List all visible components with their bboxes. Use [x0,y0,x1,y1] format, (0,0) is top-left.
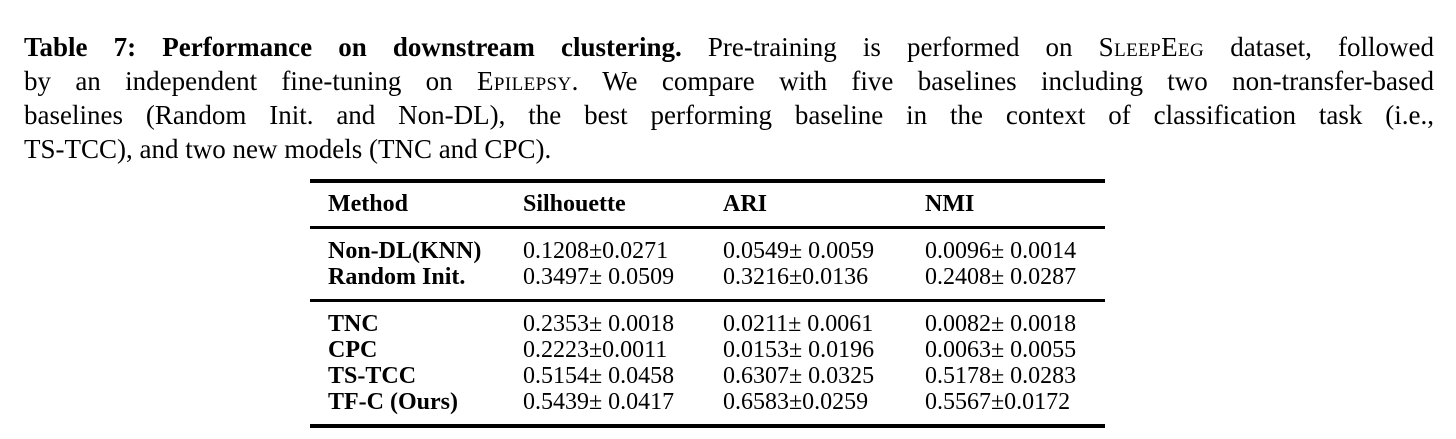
caption-line-4: TS-TCC), and two new models (TNC and CPC… [24,132,1434,166]
method-cell: TNC [328,311,379,337]
silhouette-cell: 0.3497± 0.0509 [523,264,675,290]
caption-line-2: by an independent fine-tuning on Epileps… [24,64,1434,98]
table-row-tnc: TNC 0.2353± 0.0018 0.0211± 0.0061 0.0082… [310,311,1105,337]
caption-text: TS-TCC), and two new models (TNC and CPC… [24,134,552,164]
ari-cell: 0.6307± 0.0325 [723,363,875,389]
method-cell: TS-TCC [328,363,417,389]
table-top-rule [310,179,1105,183]
caption-title: Table 7: Performance on downstream clust… [24,32,682,62]
nmi-cell: 0.0063± 0.0055 [925,337,1077,363]
nmi-cell: 0.5567±0.0172 [925,389,1071,415]
table-row-ts-tcc: TS-TCC 0.5154± 0.0458 0.6307± 0.0325 0.5… [310,363,1105,389]
ari-cell: 0.0153± 0.0196 [723,337,875,363]
caption-text: baselines (Random Init. and Non-DL), the… [24,100,1434,130]
table-row-tf-c-ours: TF-C (Ours) 0.5439± 0.0417 0.6583±0.0259… [310,389,1105,415]
nmi-cell: 0.0096± 0.0014 [925,238,1077,264]
caption-line-1: Table 7: Performance on downstream clust… [24,30,1434,64]
column-header-nmi: NMI [925,191,975,217]
method-cell: TF-C (Ours) [328,389,458,415]
ari-cell: 0.6583±0.0259 [723,389,869,415]
dataset-name-epilepsy: Epilepsy [476,66,572,96]
nmi-cell: 0.5178± 0.0283 [925,363,1077,389]
caption-text: . We compare with five baselines includi… [571,66,1434,96]
method-cell: CPC [328,337,378,363]
baseline-group: Non-DL(KNN) 0.1208±0.0271 0.0549± 0.0059… [310,229,1105,299]
table-row-random-init: Random Init. 0.3497± 0.0509 0.3216±0.013… [310,264,1105,290]
model-group: TNC 0.2353± 0.0018 0.0211± 0.0061 0.0082… [310,302,1105,424]
table-header-row: Method Silhouette ARI NMI [310,183,1105,226]
ari-cell: 0.0211± 0.0061 [723,311,874,337]
column-header-method: Method [328,191,408,217]
method-cell: Non-DL(KNN) [328,238,482,264]
nmi-cell: 0.2408± 0.0287 [925,264,1077,290]
caption-text: Pre-training is performed on [681,32,1099,62]
table-bottom-rule [310,424,1105,428]
silhouette-cell: 0.1208±0.0271 [523,238,669,264]
table-row-cpc: CPC 0.2223±0.0011 0.0153± 0.0196 0.0063±… [310,337,1105,363]
silhouette-cell: 0.2223±0.0011 [523,337,668,363]
caption-text: by an independent fine-tuning on [24,66,477,96]
table-header-rule [310,226,1105,229]
dataset-name-sleepeeg: SleepEeg [1098,32,1205,62]
column-header-ari: ARI [723,191,768,217]
table-group-rule [310,299,1105,302]
caption-line-3: baselines (Random Init. and Non-DL), the… [24,98,1434,132]
ari-cell: 0.3216±0.0136 [723,264,869,290]
silhouette-cell: 0.5154± 0.0458 [523,363,675,389]
silhouette-cell: 0.2353± 0.0018 [523,311,675,337]
silhouette-cell: 0.5439± 0.0417 [523,389,675,415]
ari-cell: 0.0549± 0.0059 [723,238,875,264]
table-caption: Table 7: Performance on downstream clust… [24,30,1434,166]
results-table: Method Silhouette ARI NMI Non-DL(KNN) 0.… [310,179,1105,428]
nmi-cell: 0.0082± 0.0018 [925,311,1077,337]
table-row-non-dl-knn: Non-DL(KNN) 0.1208±0.0271 0.0549± 0.0059… [310,238,1105,264]
caption-text: dataset, followed [1204,32,1434,62]
column-header-silhouette: Silhouette [523,191,626,217]
method-cell: Random Init. [328,264,466,290]
